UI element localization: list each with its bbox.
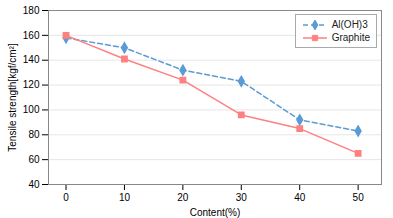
svg-text:140: 140 xyxy=(23,54,40,65)
svg-text:0: 0 xyxy=(63,192,69,203)
svg-text:100: 100 xyxy=(23,104,40,115)
svg-text:40: 40 xyxy=(28,179,40,190)
svg-text:50: 50 xyxy=(353,192,365,203)
svg-text:160: 160 xyxy=(23,30,40,41)
svg-text:Content(%): Content(%) xyxy=(190,207,241,218)
svg-text:180: 180 xyxy=(23,5,40,16)
svg-text:60: 60 xyxy=(28,154,40,165)
html-text:Graphite: Graphite xyxy=(331,32,370,43)
svg-text:30: 30 xyxy=(236,192,248,203)
svg-text:10: 10 xyxy=(119,192,131,203)
svg-text:20: 20 xyxy=(177,192,189,203)
svg-text:Tensile strength[kgf/cm²]: Tensile strength[kgf/cm²] xyxy=(7,43,18,152)
svg-text:80: 80 xyxy=(28,129,40,140)
svg-text:40: 40 xyxy=(294,192,306,203)
svg-text:120: 120 xyxy=(23,79,40,90)
html-text:Al(OH)3: Al(OH)3 xyxy=(331,19,368,30)
